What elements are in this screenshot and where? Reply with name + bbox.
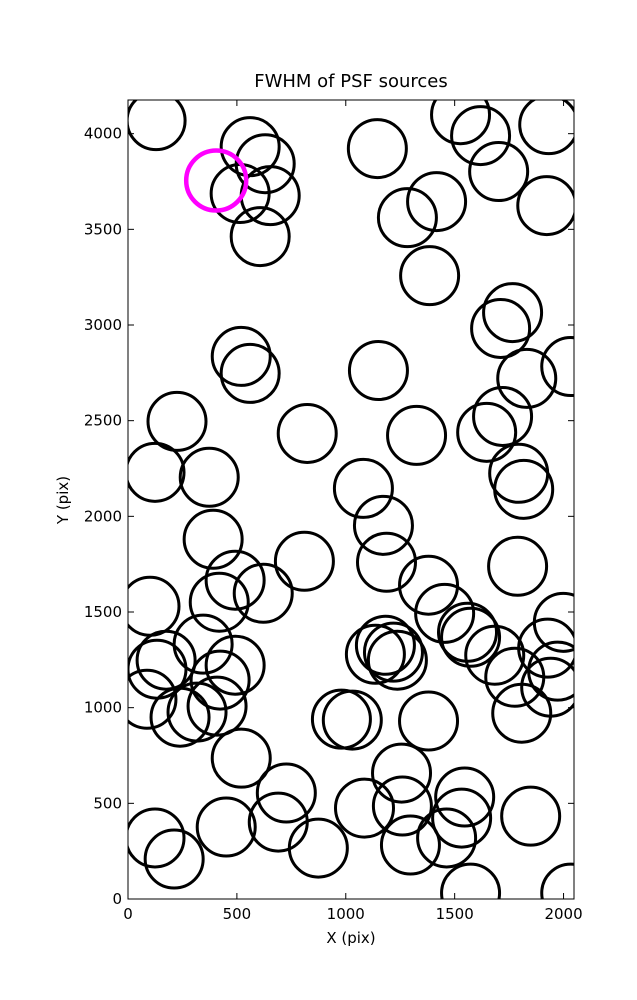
- marker: [204, 549, 266, 611]
- plot-frame: [127, 99, 575, 900]
- marker: [229, 206, 291, 268]
- marker: [189, 649, 251, 711]
- marker: [540, 336, 574, 398]
- y-tick-label: 2000: [84, 507, 122, 525]
- y-axis-label: Y (pix): [54, 476, 72, 525]
- marker: [287, 817, 349, 879]
- marker: [440, 862, 502, 899]
- marker: [434, 766, 496, 828]
- marker: [128, 441, 186, 503]
- marker: [182, 508, 244, 570]
- marker: [352, 494, 414, 556]
- marker: [416, 807, 478, 869]
- marker: [334, 777, 396, 839]
- marker: [188, 571, 250, 633]
- marker: [195, 796, 257, 858]
- y-tick-label: 3000: [84, 316, 122, 334]
- marker: [487, 535, 549, 597]
- marker: [371, 742, 433, 804]
- marker: [355, 531, 417, 593]
- x-axis-label: X (pix): [326, 929, 375, 947]
- marker: [399, 245, 461, 307]
- marker: [344, 623, 406, 685]
- marker: [518, 100, 574, 156]
- marker: [406, 171, 468, 233]
- marker: [219, 342, 281, 404]
- marker: [430, 100, 492, 146]
- marker: [500, 785, 562, 847]
- x-tick-label: 1000: [327, 905, 365, 923]
- marker: [128, 807, 186, 869]
- marker: [540, 862, 574, 899]
- marker: [146, 390, 208, 452]
- marker: [516, 175, 574, 237]
- marker: [468, 141, 530, 203]
- marker: [470, 297, 532, 359]
- marker: [204, 634, 266, 696]
- marker: [472, 385, 534, 447]
- marker: [210, 325, 272, 387]
- y-tick-label: 4000: [84, 125, 122, 143]
- marker: [527, 640, 574, 702]
- marker: [255, 762, 317, 824]
- marker: [398, 554, 460, 616]
- marker: [496, 347, 558, 409]
- marker: [273, 530, 335, 592]
- marker: [371, 775, 433, 837]
- y-tick-label: 500: [93, 794, 122, 812]
- x-tick-label: 500: [223, 905, 252, 923]
- marker: [362, 621, 424, 683]
- marker: [321, 689, 383, 751]
- marker: [491, 682, 553, 744]
- marker: [135, 629, 197, 691]
- marker: [414, 582, 476, 644]
- marker: [493, 458, 555, 520]
- marker: [332, 457, 394, 519]
- marker: [347, 340, 409, 402]
- marker: [128, 100, 187, 152]
- y-tick-label: 3500: [84, 220, 122, 238]
- y-tick-label: 2500: [84, 412, 122, 430]
- marker: [450, 105, 512, 167]
- marker: [440, 606, 502, 668]
- marker: [166, 681, 228, 743]
- x-tick-label: 2000: [544, 905, 582, 923]
- marker: [354, 614, 416, 676]
- marker: [376, 187, 438, 249]
- marker: [276, 402, 338, 464]
- marker: [186, 675, 248, 737]
- marker: [128, 668, 178, 730]
- marker: [210, 727, 272, 789]
- marker: [484, 646, 546, 708]
- marker: [366, 629, 428, 691]
- plot-area: [128, 100, 574, 899]
- marker: [482, 282, 544, 344]
- y-tick-label: 0: [112, 890, 122, 908]
- marker: [379, 814, 441, 876]
- marker: [431, 787, 493, 849]
- marker: [456, 401, 518, 463]
- marker: [178, 446, 240, 508]
- x-tick-label: 0: [123, 905, 133, 923]
- marker: [464, 624, 526, 686]
- marker: [232, 562, 294, 624]
- marker: [386, 404, 448, 466]
- highlight-marker: [183, 148, 249, 213]
- chart-title: FWHM of PSF sources: [254, 71, 448, 92]
- marker: [143, 828, 205, 890]
- x-tick-label: 1500: [436, 905, 474, 923]
- axes: 0 500 1000 1500 2000 0 500 1000 1500 2000 2500 3000…: [84, 99, 583, 923]
- y-tick-label: 1000: [84, 699, 122, 717]
- y-tick-label: 1500: [84, 603, 122, 621]
- marker: [346, 118, 408, 180]
- marker: [398, 690, 460, 752]
